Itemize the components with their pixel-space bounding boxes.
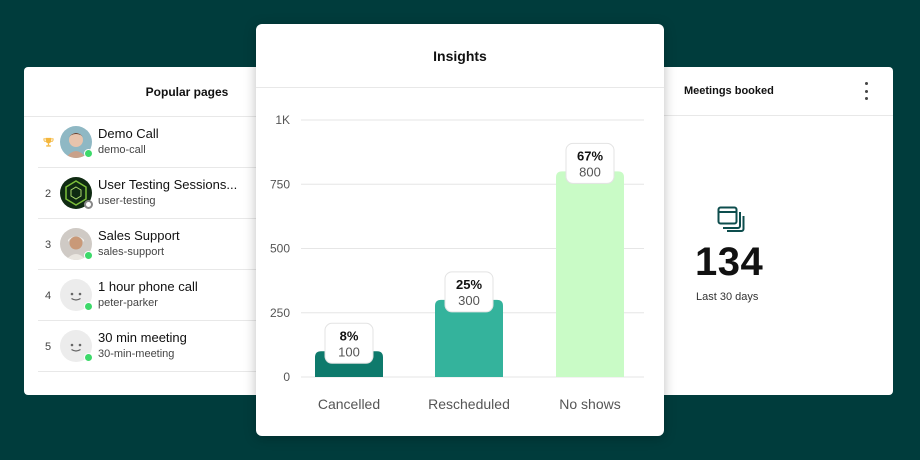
rank-number: 3: [44, 238, 52, 251]
y-tick-label: 0: [283, 370, 290, 384]
rank-number: 2: [44, 187, 52, 200]
page-name[interactable]: Demo Call: [98, 126, 159, 141]
popular-pages-list: Demo Call demo-call 2 User Testing Sessions…: [38, 117, 280, 372]
page-slug: peter-parker: [98, 297, 158, 309]
page-name[interactable]: Sales Support: [98, 228, 180, 243]
popular-page-item[interactable]: 2 User Testing Sessions... user-testing: [38, 168, 280, 219]
page-name[interactable]: User Testing Sessions...: [98, 177, 238, 192]
insights-title: Insights: [256, 24, 664, 88]
popular-page-item[interactable]: Demo Call demo-call: [38, 117, 280, 168]
status-dot: [84, 149, 93, 158]
more-options-icon[interactable]: [861, 82, 871, 100]
popular-pages-card: Popular pages Demo Call demo-call 2 User Te…: [24, 67, 280, 395]
status-dot: [84, 251, 93, 260]
x-tick-label: Cancelled: [318, 396, 380, 412]
rank-number: 4: [44, 289, 52, 302]
data-label-box: [444, 271, 494, 313]
calendar-stack-icon: [717, 206, 745, 232]
meetings-booked-count: 134: [695, 240, 764, 284]
bar-rescheduled: [435, 299, 503, 377]
data-label-value: 100: [338, 344, 360, 359]
data-label-percent: 67%: [577, 148, 603, 163]
meetings-booked-title: Meetings booked: [640, 67, 893, 116]
y-tick-label: 750: [270, 177, 290, 191]
bar-no-shows: [556, 171, 624, 377]
x-tick-label: Rescheduled: [428, 396, 510, 412]
status-dot: [84, 200, 93, 209]
insights-card: Insights 0 250 500 750 1K 8% 100 Cancelled 25% 30…: [256, 24, 664, 436]
data-label-box: [565, 142, 615, 184]
popular-page-item[interactable]: 5 30 min meeting 30-min-meeting: [38, 321, 280, 372]
insights-bar-chart: 0 250 500 750 1K 8%100 Cancelled 25%300 Reschedu…: [270, 113, 644, 412]
page-slug: 30-min-meeting: [98, 348, 175, 360]
data-label-box: [324, 322, 374, 364]
rank-number: 5: [44, 340, 52, 353]
page-name[interactable]: 30 min meeting: [98, 330, 187, 345]
status-dot: [84, 353, 93, 362]
data-label-value: 300: [458, 293, 480, 308]
meetings-booked-card: Meetings booked 134 Last 30 days: [640, 67, 893, 395]
y-tick-label: 500: [270, 242, 290, 256]
meetings-booked-period: Last 30 days: [696, 291, 759, 303]
data-label-percent: 25%: [456, 277, 482, 292]
data-label-value: 800: [579, 164, 601, 179]
y-tick-label: 1K: [275, 113, 290, 127]
page-slug: sales-support: [98, 246, 165, 258]
page-slug: user-testing: [98, 195, 156, 207]
data-label-percent: 8%: [340, 328, 359, 343]
page-name[interactable]: 1 hour phone call: [98, 279, 198, 294]
trophy-icon: [40, 117, 56, 168]
page-slug: demo-call: [98, 144, 146, 156]
popular-pages-title: Popular pages: [24, 67, 280, 117]
x-tick-label: No shows: [559, 396, 620, 412]
status-dot: [84, 302, 93, 311]
popular-page-item[interactable]: 4 1 hour phone call peter-parker: [38, 270, 280, 321]
y-tick-label: 250: [270, 306, 290, 320]
demo-call-avatar: [60, 126, 92, 158]
popular-page-item[interactable]: 3 Sales Support sales-support: [38, 219, 280, 270]
